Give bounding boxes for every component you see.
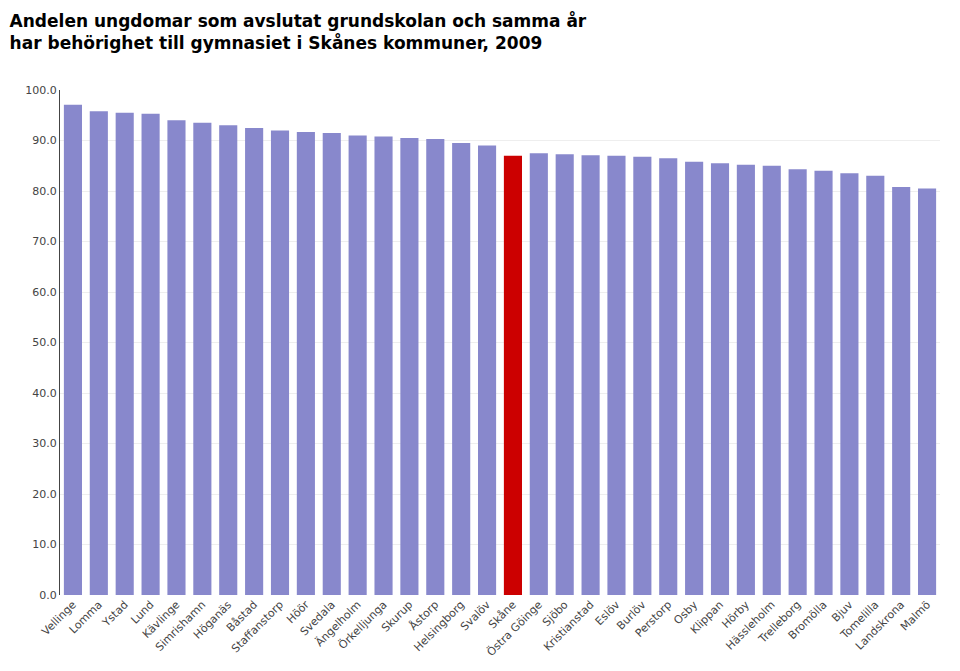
svg-text:Bjuv: Bjuv [829, 598, 856, 625]
svg-text:80.0: 80.0 [32, 185, 57, 198]
svg-text:Örkelljunga: Örkelljunga [336, 598, 390, 652]
svg-text:0.0: 0.0 [39, 589, 57, 602]
svg-text:Hässleholm: Hässleholm [723, 598, 777, 652]
svg-text:Sjöbo: Sjöbo [540, 598, 571, 629]
svg-text:Perstorp: Perstorp [633, 598, 675, 640]
svg-text:Tomelilla: Tomelilla [837, 598, 881, 642]
svg-text:Kristianstad: Kristianstad [541, 598, 596, 653]
svg-text:Staffanstorp: Staffanstorp [229, 598, 286, 655]
svg-text:Ängelholm: Ängelholm [313, 598, 364, 649]
svg-text:Svalöv: Svalöv [458, 598, 493, 633]
svg-text:Osby: Osby [671, 598, 700, 627]
svg-text:Bromölla: Bromölla [786, 598, 830, 642]
svg-text:Helsingborg: Helsingborg [411, 598, 467, 654]
svg-text:Andelen ungdomar som avslutat: Andelen ungdomar som avslutat grundskola… [10, 10, 587, 53]
svg-text:Höganäs: Höganäs [191, 598, 234, 641]
svg-text:Eslöv: Eslöv [593, 598, 623, 628]
svg-text:Trelleborg: Trelleborg [756, 598, 804, 646]
svg-text:100.0: 100.0 [25, 84, 57, 97]
svg-text:Lomma: Lomma [67, 598, 105, 636]
svg-text:90.0: 90.0 [32, 134, 57, 147]
svg-text:Klippan: Klippan [688, 598, 726, 636]
svg-text:Åstorp: Åstorp [407, 598, 442, 633]
svg-text:Ystad: Ystad [99, 598, 130, 629]
svg-text:40.0: 40.0 [32, 387, 57, 400]
svg-text:60.0: 60.0 [32, 286, 57, 299]
svg-text:Höör: Höör [284, 598, 312, 626]
svg-text:Simrishamn: Simrishamn [153, 598, 209, 654]
svg-text:Burlöv: Burlöv [614, 598, 649, 633]
svg-text:Skåne: Skåne [486, 598, 519, 631]
svg-text:Malmö: Malmö [898, 598, 933, 633]
svg-text:Östra Göinge: Östra Göinge [484, 598, 545, 659]
svg-text:30.0: 30.0 [32, 437, 57, 450]
svg-text:50.0: 50.0 [32, 336, 57, 349]
svg-text:20.0: 20.0 [32, 488, 57, 501]
svg-text:70.0: 70.0 [32, 235, 57, 248]
svg-text:10.0: 10.0 [32, 538, 57, 551]
svg-text:Hörby: Hörby [719, 598, 752, 631]
svg-text:Kävlinge: Kävlinge [140, 598, 183, 641]
svg-text:Svedala: Svedala [298, 598, 338, 638]
svg-text:Båstad: Båstad [224, 598, 260, 634]
svg-text:Lund: Lund [128, 598, 156, 626]
svg-text:Skurup: Skurup [379, 598, 415, 634]
svg-text:Landskrona: Landskrona [853, 598, 907, 652]
svg-text:Vellinge: Vellinge [39, 598, 79, 638]
